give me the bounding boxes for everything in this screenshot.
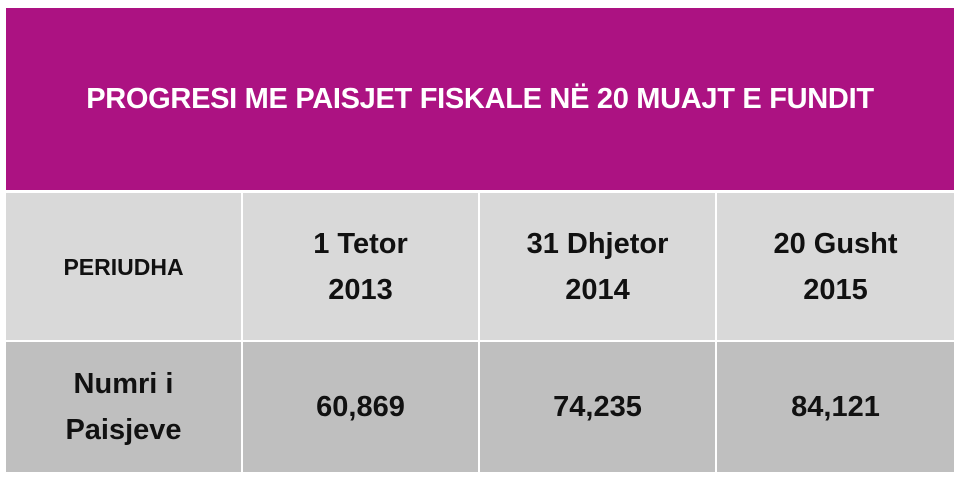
cell-text: 74,235: [553, 391, 642, 423]
table-cell: 84,121: [717, 342, 954, 472]
table: PERIUDHA 1 Tetor 2013 31 Dhjetor 2014 20 Gush…: [6, 193, 954, 472]
table-cell: 1 Tetor 2013: [243, 193, 478, 340]
title: PROGRESI ME PAISJET FISKALE NË 20 MUAJT …: [86, 82, 874, 115]
cell-text: 1 Tetor: [313, 227, 408, 260]
table-cell: PERIUDHA: [6, 193, 241, 340]
table-cell: 74,235: [480, 342, 715, 472]
cell-text: Numri i: [73, 368, 174, 400]
cell-text: PERIUDHA: [63, 253, 184, 280]
cell-text: 60,869: [316, 391, 405, 423]
table-cell: 31 Dhjetor 2014: [480, 193, 715, 340]
cell-text: 84,121: [791, 391, 880, 423]
table-cell: 20 Gusht 2015: [717, 193, 954, 340]
cell-text: 2014: [565, 273, 630, 306]
cell-text: Paisjeve: [65, 414, 182, 446]
cell-text: 2013: [328, 273, 393, 306]
cell-text: 2015: [803, 273, 868, 306]
cell-text: 31 Dhjetor: [526, 227, 669, 260]
table-cell: Numri i Paisjeve: [6, 342, 241, 472]
title-banner: PROGRESI ME PAISJET FISKALE NË 20 MUAJT …: [6, 8, 954, 190]
cell-text: 20 Gusht: [773, 227, 898, 260]
table-cell: 60,869: [243, 342, 478, 472]
